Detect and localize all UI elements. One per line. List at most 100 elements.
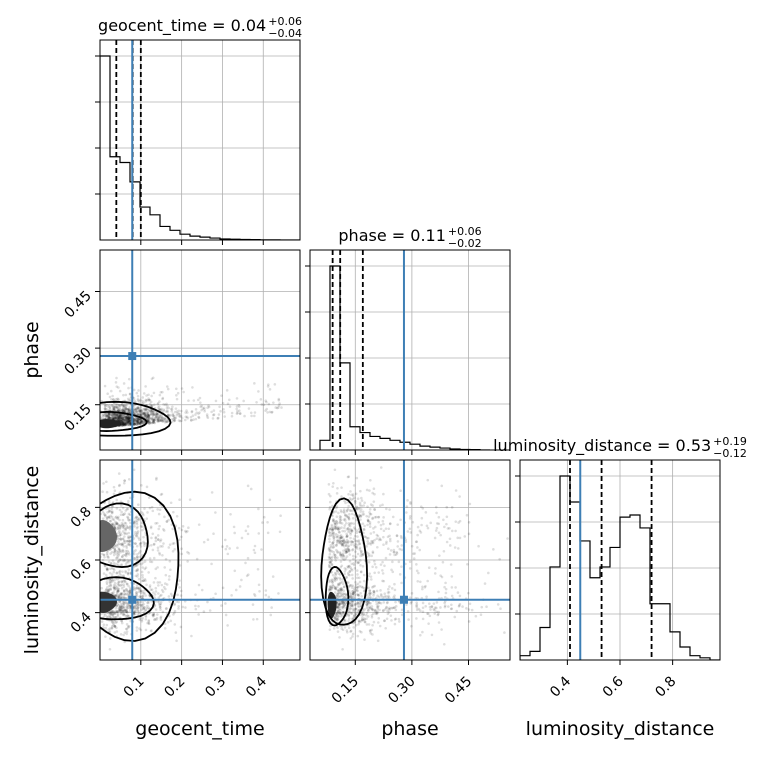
sample-point — [143, 410, 147, 414]
sample-point — [128, 536, 131, 540]
sample-point — [352, 557, 355, 561]
sample-point — [175, 387, 178, 391]
sample-point — [184, 411, 187, 414]
sample-point — [351, 516, 355, 520]
sample-point — [157, 527, 161, 531]
sample-point — [146, 415, 150, 418]
sample-point — [149, 400, 153, 404]
sample-point — [159, 419, 163, 422]
sample-point — [148, 402, 152, 406]
sample-point — [456, 547, 460, 550]
sample-point — [148, 416, 151, 420]
sample-point — [115, 562, 118, 566]
sample-point — [105, 586, 109, 589]
sample-point — [120, 604, 124, 608]
sample-point — [270, 606, 273, 609]
sample-point — [105, 615, 109, 618]
sample-point — [365, 617, 368, 620]
sample-point — [178, 586, 181, 589]
sample-point — [331, 531, 334, 534]
sample-point — [336, 588, 339, 592]
sample-point — [227, 398, 231, 402]
sample-point — [132, 407, 136, 410]
sample-point — [127, 386, 130, 390]
x-tick-label: 0.15 — [329, 674, 362, 707]
sample-point — [360, 594, 364, 598]
sample-point — [140, 562, 144, 566]
sample-point — [107, 584, 111, 588]
sample-point — [122, 417, 125, 421]
sample-point — [117, 537, 120, 541]
sample-point — [119, 413, 122, 417]
sample-point — [124, 418, 127, 422]
sample-point — [264, 593, 268, 597]
title-phase: phase = 0.11 +0.06−0.02 — [338, 225, 481, 250]
sample-point — [328, 560, 331, 564]
sample-point — [195, 411, 199, 414]
sample-point — [124, 528, 127, 532]
sample-point — [111, 559, 115, 562]
sample-point — [171, 549, 175, 553]
sample-point — [360, 618, 364, 621]
sample-point — [400, 613, 404, 617]
sample-point — [125, 582, 129, 586]
sample-point — [142, 408, 146, 411]
sample-point — [133, 421, 137, 424]
sample-point — [122, 583, 125, 586]
sample-point — [408, 596, 412, 599]
sample-point — [125, 609, 128, 613]
sample-point — [137, 586, 141, 590]
sample-point — [122, 574, 125, 577]
sample-point — [439, 606, 442, 609]
sample-point — [125, 419, 129, 423]
sample-point — [105, 568, 109, 572]
sample-point — [236, 546, 239, 550]
x-tick-label: 0.1 — [121, 674, 148, 701]
sample-point — [351, 592, 355, 595]
sample-point — [108, 413, 112, 416]
sample-point — [343, 517, 347, 521]
sample-point — [371, 551, 375, 555]
sample-point — [186, 550, 189, 554]
sample-point — [385, 540, 388, 544]
sample-point — [334, 614, 338, 618]
sample-point — [135, 411, 138, 414]
sample-point — [382, 492, 385, 496]
sample-point — [175, 394, 178, 397]
sample-point — [334, 527, 338, 530]
sample-point — [115, 413, 118, 417]
sample-point — [371, 541, 375, 545]
sample-point — [113, 611, 117, 614]
sample-point — [333, 591, 337, 594]
sample-point — [142, 407, 145, 411]
sample-point — [201, 407, 205, 410]
sample-point — [354, 610, 357, 613]
sample-point — [125, 590, 129, 593]
sample-point — [119, 604, 122, 608]
sample-point — [123, 532, 127, 535]
sample-point — [113, 624, 117, 628]
sample-point — [164, 410, 168, 414]
sample-point — [335, 515, 339, 518]
sample-point — [105, 516, 109, 520]
sample-point — [110, 507, 113, 511]
sample-point — [184, 415, 188, 419]
sample-point — [126, 572, 130, 575]
sample-point — [347, 611, 350, 615]
sample-point — [249, 487, 253, 491]
sample-point — [414, 540, 418, 544]
sample-point — [171, 412, 175, 416]
sample-point — [266, 411, 269, 414]
sample-point — [199, 405, 202, 409]
sample-point — [432, 602, 436, 605]
sample-point — [381, 572, 385, 575]
sample-point — [354, 542, 358, 546]
sample-point — [419, 609, 422, 613]
sample-point — [127, 419, 131, 423]
sample-point — [156, 538, 160, 541]
sample-point — [450, 529, 454, 533]
sample-point — [356, 634, 360, 638]
sample-point — [428, 614, 432, 618]
sample-point — [367, 586, 370, 590]
sample-point — [454, 520, 458, 523]
